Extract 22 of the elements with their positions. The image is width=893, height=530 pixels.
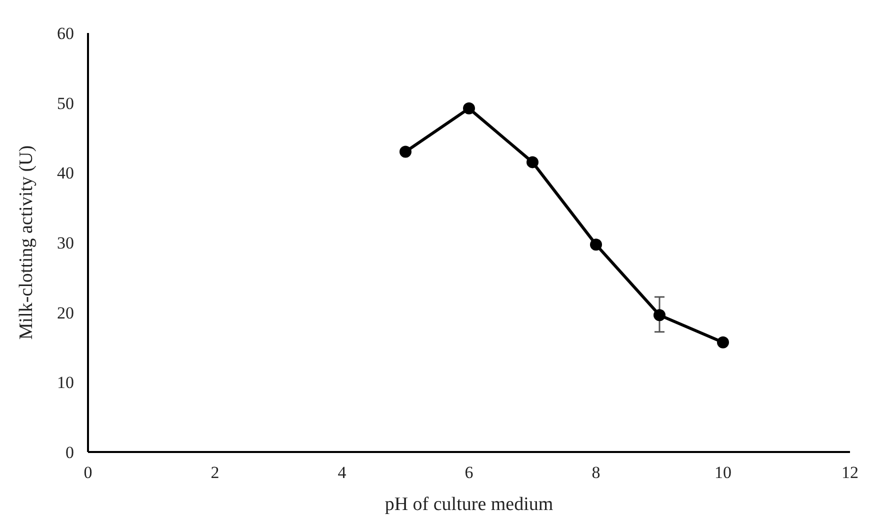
point — [590, 238, 602, 251]
x-tick-label: 8 — [592, 463, 600, 482]
y-tick-label: 30 — [57, 233, 74, 252]
y-tick-label: 10 — [57, 373, 74, 392]
x-tick-label: 0 — [84, 463, 92, 482]
y-tick-label: 20 — [57, 303, 74, 322]
x-tick-label: 10 — [714, 463, 732, 482]
point — [526, 156, 538, 168]
point — [717, 336, 729, 348]
y-tick-label: 50 — [57, 94, 74, 113]
point — [400, 146, 412, 158]
y-axis-title: Milk-clotting activity (U) — [16, 145, 37, 340]
y-tick-label: 0 — [66, 442, 74, 462]
x-tick-label: 6 — [464, 463, 474, 482]
y-tick-label: 60 — [57, 24, 74, 43]
x-tick-label: 4 — [338, 463, 347, 482]
point — [463, 102, 475, 114]
x-tick-label: 12 — [842, 463, 858, 482]
x-axis-title: pH of culture medium — [384, 494, 554, 515]
x-tick-label: 2 — [210, 463, 220, 482]
y-tick-label: 40 — [57, 164, 74, 183]
point — [654, 309, 666, 322]
